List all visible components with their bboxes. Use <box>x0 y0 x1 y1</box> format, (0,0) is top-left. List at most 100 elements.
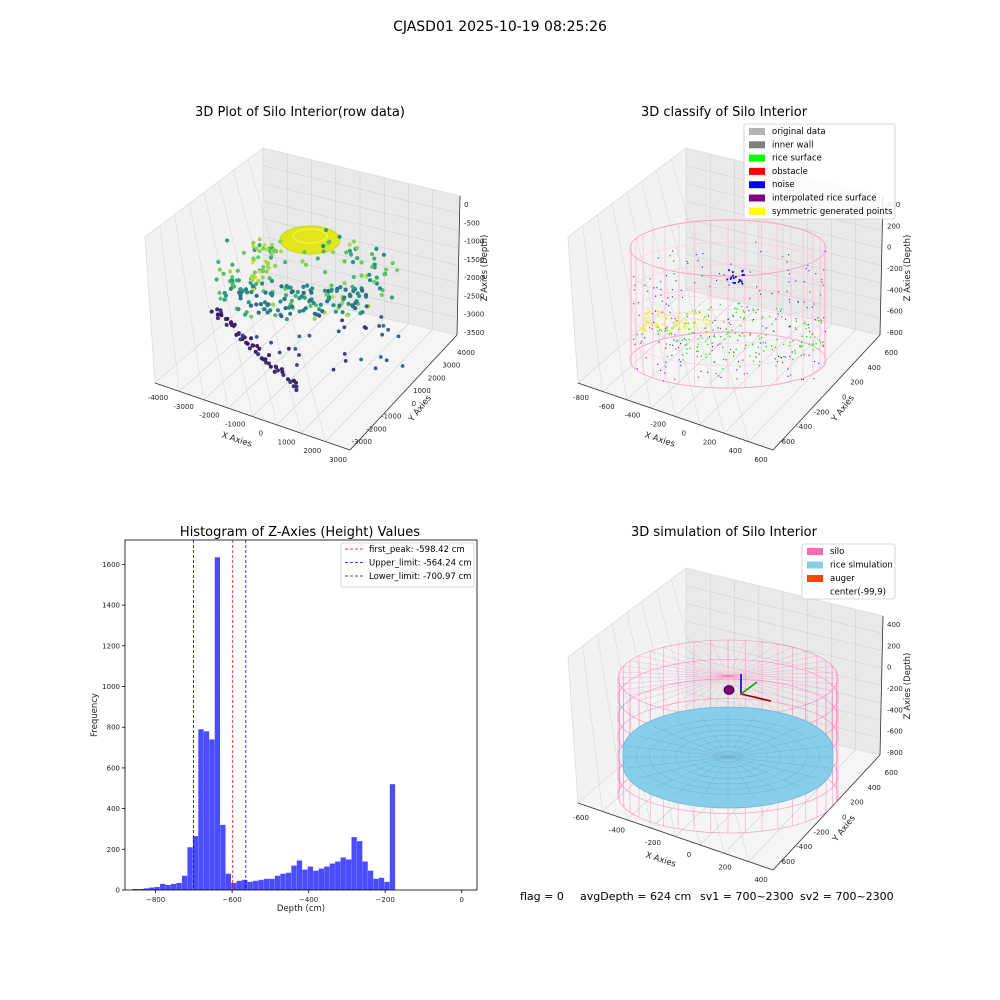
noise-point <box>737 339 739 341</box>
z-tick-label: 200 <box>887 222 900 230</box>
rice-surface-point <box>742 318 745 320</box>
raw-point <box>280 370 285 374</box>
rice-surface-point <box>752 360 755 362</box>
raw-point <box>340 310 345 315</box>
rice-surface-point <box>806 324 808 326</box>
grid-line <box>656 170 725 434</box>
rice-surface-point <box>749 332 751 335</box>
interpolated-point <box>665 347 667 349</box>
raw-scatter-points <box>209 225 405 393</box>
noise-point <box>805 268 807 270</box>
noise-point <box>728 284 730 286</box>
histogram-bar <box>373 878 379 890</box>
rice-mesh-spoke <box>653 726 729 758</box>
raw-point <box>246 300 251 305</box>
raw-point <box>222 291 227 296</box>
rice-surface-point <box>795 320 797 322</box>
y-tick-label: 600 <box>885 769 898 777</box>
inner-wall-point <box>786 261 788 263</box>
raw-point <box>228 269 233 274</box>
rice-surface-point <box>757 335 760 337</box>
rice-mesh-spoke <box>626 745 729 758</box>
inner-wall-point <box>681 354 684 356</box>
rice-surface-point <box>765 346 767 348</box>
histogram-bar <box>242 879 248 890</box>
histogram-bar <box>236 880 242 890</box>
z-tick-label: -3500 <box>464 329 484 337</box>
rice-surface-point <box>776 338 778 341</box>
inner-wall-point <box>669 311 671 314</box>
noise-point <box>660 370 662 372</box>
rice-surface-point <box>761 317 763 319</box>
raw-point <box>373 366 378 371</box>
rice-surface-point <box>781 316 783 318</box>
raw-point <box>297 309 302 314</box>
interpolated-point <box>719 343 721 345</box>
classify-z-axis-label: Z Axies (Depth) <box>903 235 913 302</box>
y-tick-label: 1000 <box>102 683 120 691</box>
silo-roof-spoke <box>629 660 729 677</box>
raw-point <box>269 278 274 284</box>
rice-surface-point <box>688 333 691 335</box>
rice-surface-point <box>697 343 699 345</box>
interpolated-point <box>681 339 683 341</box>
raw-point <box>389 295 395 300</box>
histogram-bar <box>132 888 138 890</box>
rice-surface-point <box>706 356 708 358</box>
y-tick-label: -400 <box>796 843 812 851</box>
legend-swatch <box>807 575 823 582</box>
raw-point <box>355 291 360 296</box>
symmetric-point <box>643 329 645 332</box>
rice-surface-point <box>794 327 796 329</box>
raw-point <box>310 286 315 291</box>
raw-point <box>238 293 243 298</box>
raw-point <box>355 256 360 261</box>
noise-point <box>789 326 791 328</box>
noise-point <box>787 375 789 377</box>
legend-label: rice simulation <box>830 561 893 571</box>
noise-point <box>782 362 784 364</box>
raw-point <box>215 307 220 312</box>
interpolated-point <box>730 324 732 325</box>
noise-point <box>680 365 682 367</box>
rice-surface-point <box>733 355 735 357</box>
rice-surface-point <box>804 322 806 324</box>
raw-point <box>254 335 259 339</box>
rice-surface-point <box>805 327 807 330</box>
rice-surface-point <box>682 359 684 361</box>
noise-point <box>785 318 787 320</box>
x-tick-label: -400 <box>609 826 625 834</box>
noise-cluster-point <box>732 274 734 277</box>
noise-point <box>687 262 689 264</box>
interpolated-point <box>712 329 714 331</box>
histogram-bar <box>154 886 160 890</box>
noise-point <box>708 315 710 317</box>
raw-point <box>269 252 274 257</box>
grid-line <box>724 323 832 434</box>
raw-point <box>263 290 268 295</box>
rice-surface-point <box>727 331 729 334</box>
raw-point <box>362 325 367 329</box>
y-tick-label: 1600 <box>102 561 120 569</box>
inner-wall-point <box>806 306 808 309</box>
histogram-bar <box>269 878 275 890</box>
histogram-bar <box>367 870 374 890</box>
symmetric-point <box>643 317 646 320</box>
auger-marker <box>739 692 743 696</box>
symmetric-point <box>669 330 671 332</box>
noise-point <box>675 280 677 282</box>
raw-point <box>251 244 256 249</box>
raw-point <box>307 333 312 338</box>
rice-surface-point <box>801 345 803 347</box>
noise-point <box>789 355 791 357</box>
noise-cluster-point <box>728 269 730 272</box>
noise-point <box>700 335 702 337</box>
panel-classify-title: 3D classify of Silo Interior <box>641 105 808 120</box>
sv2-text: sv2 = 700~2300 <box>800 890 894 903</box>
z-tick-label: 0 <box>887 244 891 252</box>
raw-point <box>347 242 352 247</box>
rice-surface-point <box>739 335 742 337</box>
raw-point <box>218 296 223 301</box>
y-tick-label: 2000 <box>428 374 446 382</box>
inner-wall-point <box>822 344 824 346</box>
